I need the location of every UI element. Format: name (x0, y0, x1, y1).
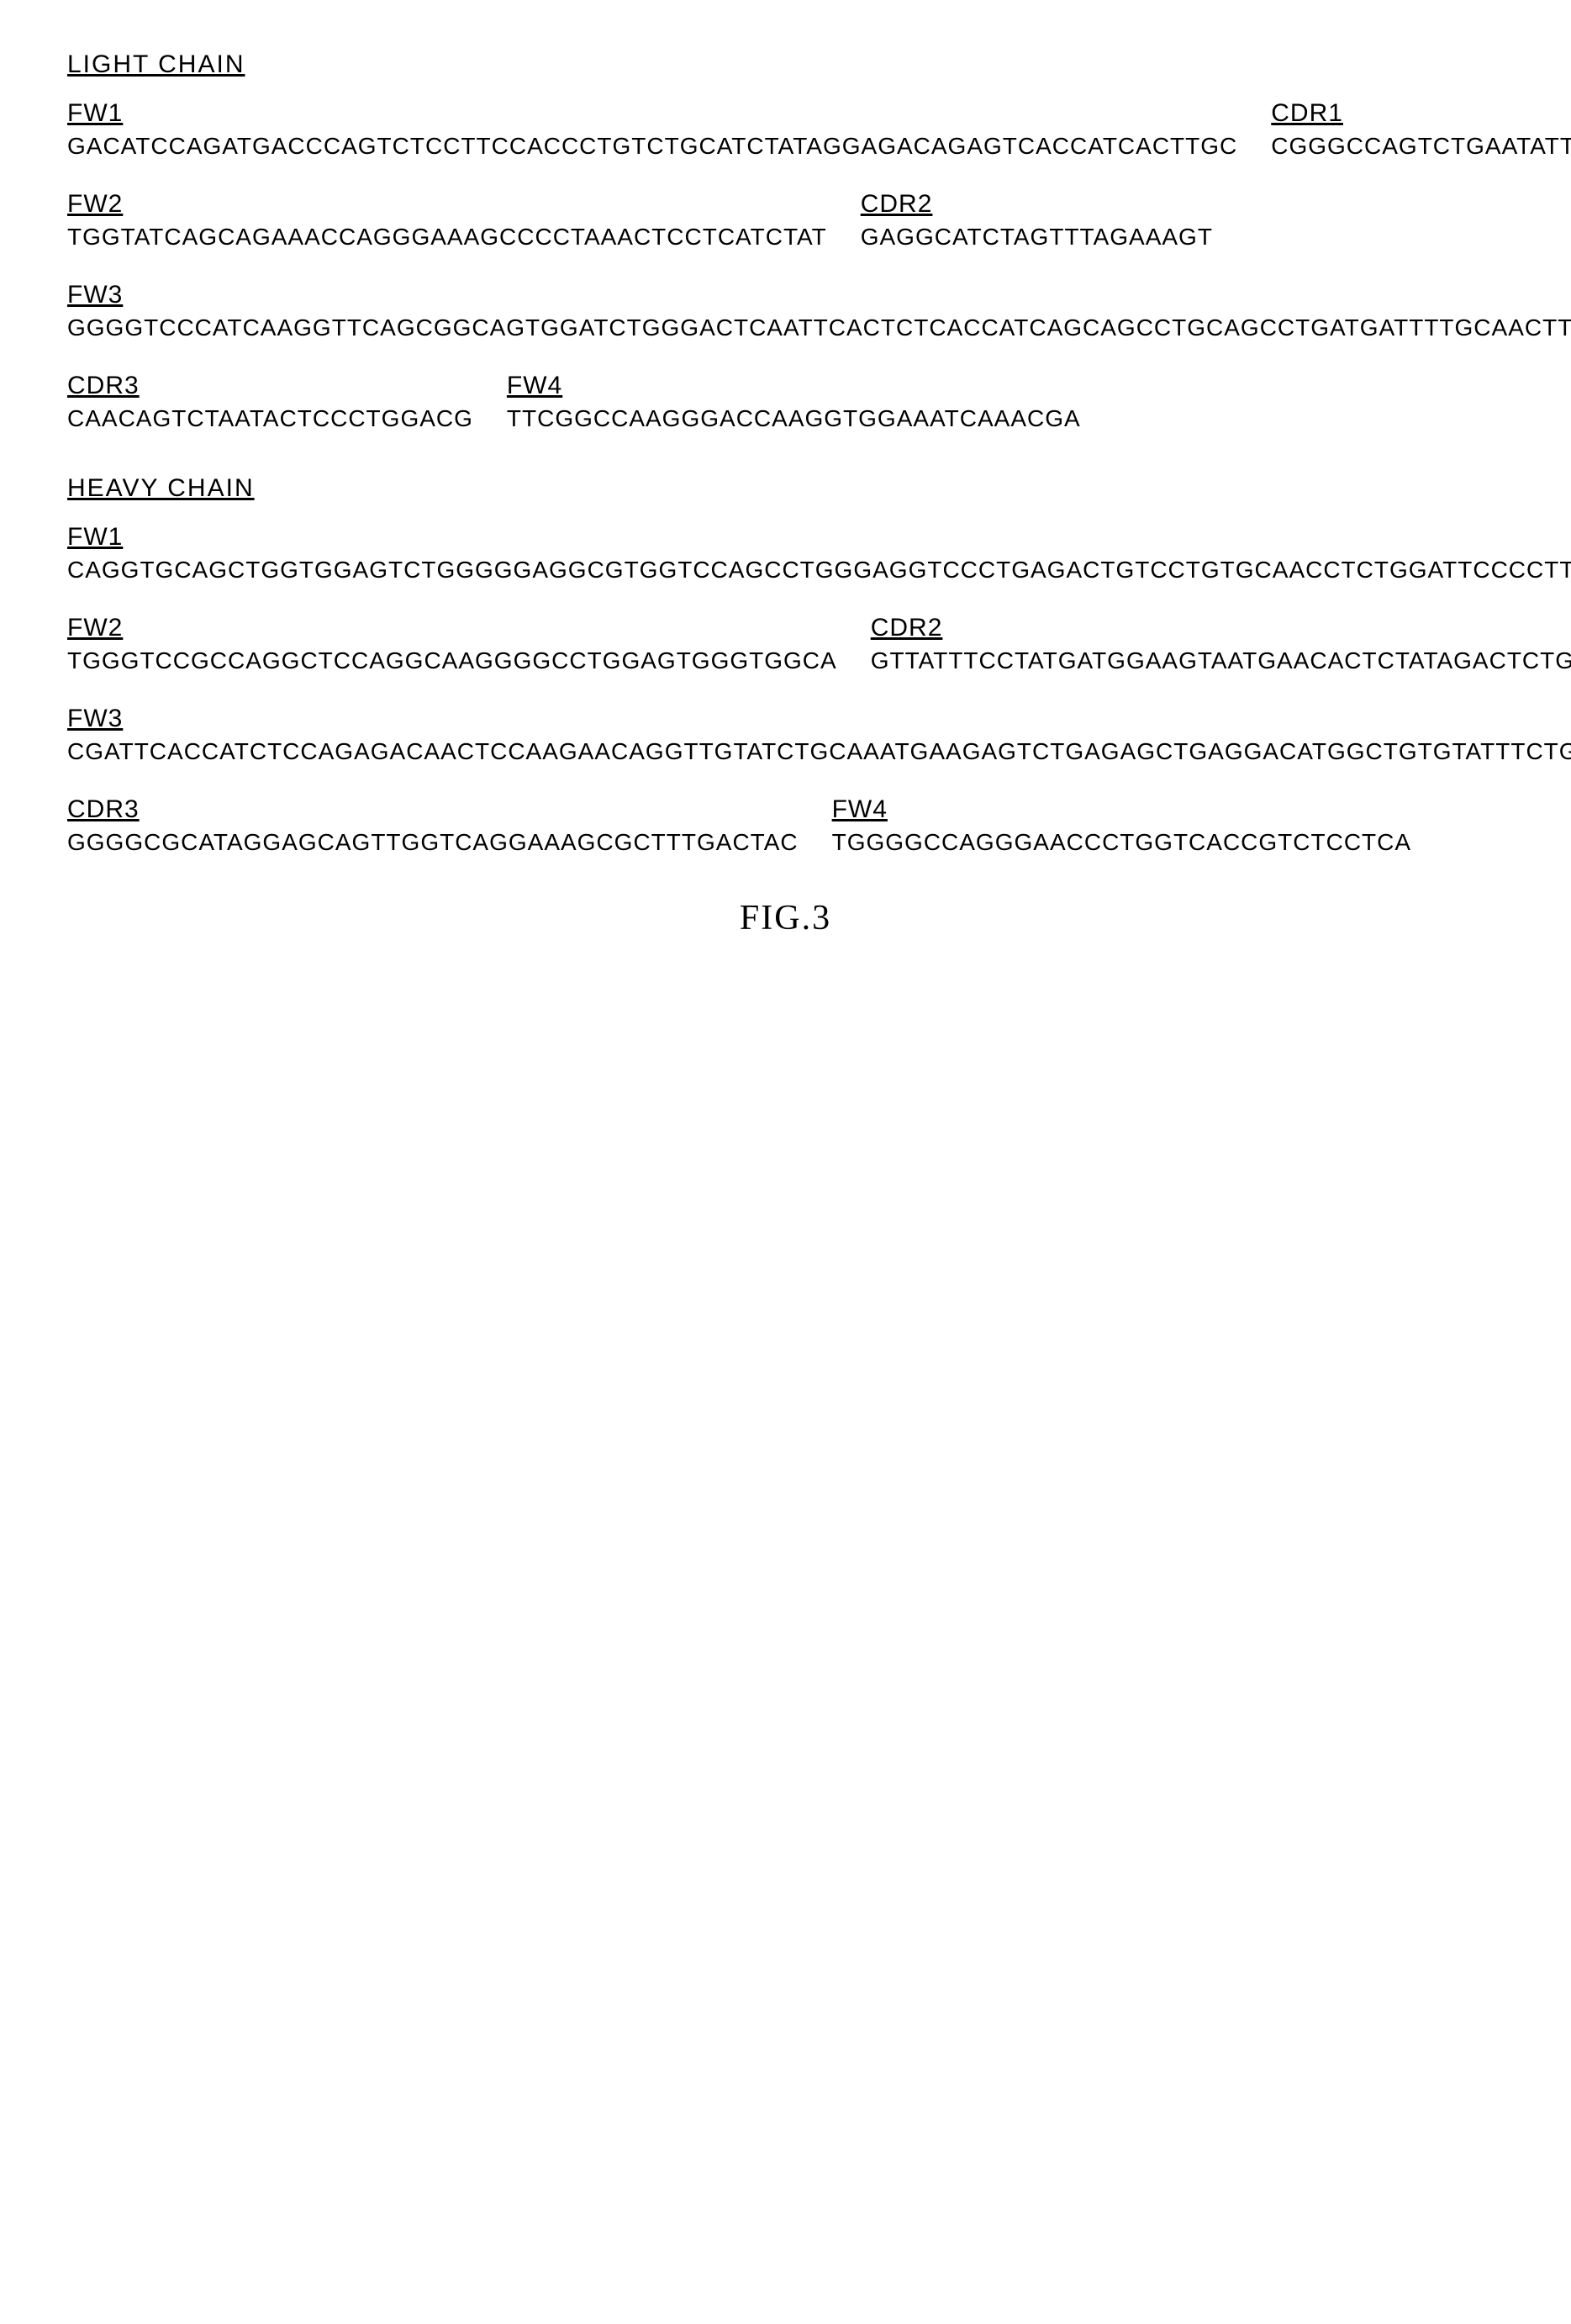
sequence-text: TGGGTCCGCCAGGCTCCAGGCAAGGGGCCTGGAGTGGGTG… (67, 647, 837, 674)
sequence-text: GAGGCATCTAGTTTAGAAAGT (861, 224, 1213, 251)
light-chain-rows: FW1 GACATCCAGATGACCCAGTCTCCTTCCACCCTGTCTG… (67, 99, 1504, 432)
sequence-row: FW1CAGGTGCAGCTGGTGGAGTCTGGGGGAGGCGTGGTCC… (67, 523, 1504, 584)
segment-fw1: FW1 CAGGTGCAGCTGGTGGAGTCTGGGGGAGGCGTGGTCC… (67, 523, 1571, 584)
segment-cdr2: CDR2 GTTATTTCCTATGATGGAAGTAATGAACACTCTATA… (871, 614, 1571, 674)
sequence-row: CDR3 GGGGCGCATAGGAGCAGTTGGTCAGGAAAGCGCTTT… (67, 795, 1504, 856)
segment-fw2: FW2 TGGGTCCGCCAGGCTCCAGGCAAGGGGCCTGGAGTGG… (67, 614, 837, 674)
segment-label: CDR1 (1271, 99, 1571, 128)
figure-label: FIG.3 (67, 898, 1504, 938)
segment-fw4: FW4 TTCGGCCAAGGGACCAAGGTGGAAATCAAACGA (507, 372, 1081, 432)
sequence-text: GACATCCAGATGACCCAGTCTCCTTCCACCCTGTCTGCAT… (67, 133, 1237, 160)
segment-label: CDR2 (871, 614, 1571, 642)
sequence-row: FW2 TGGGTCCGCCAGGCTCCAGGCAAGGGGCCTGGAGTGG… (67, 614, 1504, 674)
sequence-text: TTCGGCCAAGGGACCAAGGTGGAAATCAAACGA (507, 405, 1081, 432)
sequence-row: CDR3 CAACAGTCTAATACTCCCTGGACG FW4 TTCGGCCAA… (67, 372, 1504, 432)
heavy-chain-section: HEAVY CHAIN FW1CAGGTGCAGCTGGTGGAGTCTGGGG… (67, 474, 1504, 856)
sequence-row: FW3CGATTCACCATCTCCAGAGACAACTCCAAGAACAGGT… (67, 705, 1504, 765)
sequence-row: FW1 GACATCCAGATGACCCAGTCTCCTTCCACCCTGTCTG… (67, 99, 1504, 160)
segment-label: CDR3 (67, 795, 799, 824)
segment-label: FW4 (507, 372, 1081, 400)
sequence-text: TGGGGCCAGGGAACCCTGGTCACCGTCTCCTCA (832, 829, 1411, 856)
segment-fw1: FW1 GACATCCAGATGACCCAGTCTCCTTCCACCCTGTCTG… (67, 99, 1237, 160)
segment-label: FW4 (832, 795, 1411, 824)
segment-label: FW1 (67, 99, 1237, 128)
sequence-text: GGGGTCCCATCAAGGTTCAGCGGCAGTGGATCTGGGACTC… (67, 314, 1571, 341)
segment-label: FW2 (67, 190, 827, 219)
sequence-text: CGATTCACCATCTCCAGAGACAACTCCAAGAACAGGTTGT… (67, 738, 1571, 765)
segment-label: FW2 (67, 614, 837, 642)
light-chain-section: LIGHT CHAIN FW1 GACATCCAGATGACCCAGTCTCCTT… (67, 50, 1504, 432)
segment-label: FW1 (67, 523, 1571, 552)
segment-label: CDR3 (67, 372, 473, 400)
sequence-text: CGGGCCAGTCTGAATATTCTTACCTGGTTGGCC (1271, 133, 1571, 160)
segment-label: FW3 (67, 281, 1571, 309)
sequence-text: CAACAGTCTAATACTCCCTGGACG (67, 405, 473, 432)
segment-cdr3: CDR3 CAACAGTCTAATACTCCCTGGACG (67, 372, 473, 432)
sequence-text: GGGGCGCATAGGAGCAGTTGGTCAGGAAAGCGCTTTGACT… (67, 829, 799, 856)
sequence-text: TGGTATCAGCAGAAACCAGGGAAAGCCCCTAAACTCCTCA… (67, 224, 827, 251)
segment-fw3: FW3 CGATTCACCATCTCCAGAGACAACTCCAAGAACAGGT… (67, 705, 1571, 765)
sequence-text: GTTATTTCCTATGATGGAAGTAATGAACACTCTATAGACT… (871, 647, 1571, 674)
segment-fw3: FW3 GGGGTCCCATCAAGGTTCAGCGGCAGTGGATCTGGGA… (67, 281, 1571, 341)
heavy-chain-rows: FW1CAGGTGCAGCTGGTGGAGTCTGGGGGAGGCGTGGTCC… (67, 523, 1504, 856)
segment-fw2: FW2 TGGTATCAGCAGAAACCAGGGAAAGCCCCTAAACTCC… (67, 190, 827, 251)
heavy-chain-title: HEAVY CHAIN (67, 474, 1504, 503)
light-chain-title: LIGHT CHAIN (67, 50, 1504, 79)
sequence-text: CAGGTGCAGCTGGTGGAGTCTGGGGGAGGCGTGGTCCAGC… (67, 557, 1571, 584)
segment-label: FW3 (67, 705, 1571, 733)
sequence-row: FW2 TGGTATCAGCAGAAACCAGGGAAAGCCCCTAAACTCC… (67, 190, 1504, 251)
segment-cdr3: CDR3 GGGGCGCATAGGAGCAGTTGGTCAGGAAAGCGCTTT… (67, 795, 799, 856)
segment-fw4: FW4 TGGGGCCAGGGAACCCTGGTCACCGTCTCCTCA (832, 795, 1411, 856)
segment-cdr2: CDR2 GAGGCATCTAGTTTAGAAAGT (861, 190, 1213, 251)
sequence-row: FW3GGGGTCCCATCAAGGTTCAGCGGCAGTGGATCTGGGA… (67, 281, 1504, 341)
segment-label: CDR2 (861, 190, 1213, 219)
segment-cdr1: CDR1 CGGGCCAGTCTGAATATTCTTACCTGGTTGGCC (1271, 99, 1571, 160)
